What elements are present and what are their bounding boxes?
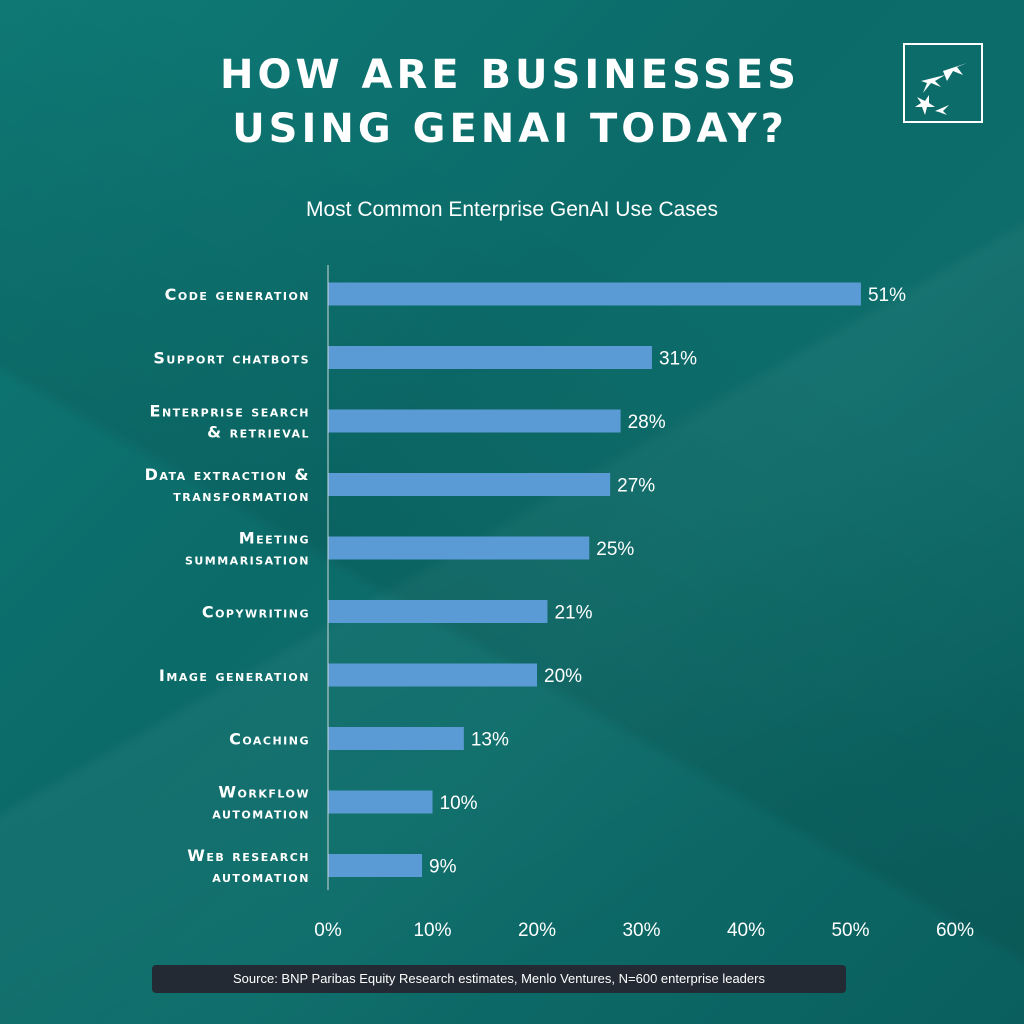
bnp-paribas-logo	[903, 43, 983, 123]
data-label: 25%	[596, 539, 634, 560]
category-label: automation	[212, 867, 310, 886]
stars-icon	[915, 63, 967, 115]
category-label: Meeting	[239, 529, 310, 548]
category-label: Image generation	[159, 666, 310, 685]
x-tick-label: 10%	[413, 920, 451, 941]
bar	[328, 854, 423, 877]
bar-chart: 51% Code generation 31% Support chatbots 28%…	[145, 265, 974, 941]
page-title: How are businesses using GenAI today?	[120, 48, 900, 156]
data-label: 13%	[471, 730, 509, 751]
data-label: 21%	[554, 603, 592, 624]
bar	[328, 600, 548, 623]
category-label: Data extraction &	[145, 465, 310, 484]
data-label: 9%	[429, 857, 457, 878]
category-label: summarisation	[185, 550, 310, 569]
bar	[328, 409, 621, 433]
x-tick-label: 60%	[936, 920, 974, 941]
category-label: Web research	[187, 846, 310, 865]
x-tick-label: 30%	[622, 920, 660, 941]
category-label: Enterprise search	[150, 402, 310, 421]
bar	[328, 282, 861, 306]
source-note: Source: BNP Paribas Equity Research esti…	[152, 965, 846, 993]
category-label: Support chatbots	[153, 349, 310, 368]
category-label: Coaching	[229, 730, 310, 749]
data-label: 28%	[628, 412, 666, 433]
x-tick-label: 50%	[831, 920, 869, 941]
category-label: transformation	[173, 486, 310, 505]
data-label: 31%	[659, 349, 697, 370]
data-label: 51%	[868, 285, 906, 306]
bar	[328, 536, 590, 560]
data-label: 20%	[544, 666, 582, 687]
category-label: Code generation	[165, 285, 310, 304]
bar	[328, 727, 464, 750]
bar	[328, 346, 652, 369]
category-label: & retrieval	[207, 423, 310, 442]
category-label: automation	[212, 804, 310, 823]
title-line-2: using GenAI today?	[232, 106, 788, 152]
chart-title: Most Common Enterprise GenAI Use Cases	[306, 198, 718, 221]
data-label: 10%	[440, 793, 478, 814]
category-label: Workflow	[218, 783, 310, 802]
title-line-1: How are businesses	[220, 52, 800, 98]
bar	[328, 663, 537, 687]
bar	[328, 790, 433, 814]
x-tick-label: 20%	[518, 920, 556, 941]
x-tick-label: 40%	[727, 920, 765, 941]
data-label: 27%	[617, 476, 655, 497]
x-tick-label: 0%	[314, 920, 342, 941]
category-label: Copywriting	[202, 603, 310, 622]
bar	[328, 473, 611, 496]
